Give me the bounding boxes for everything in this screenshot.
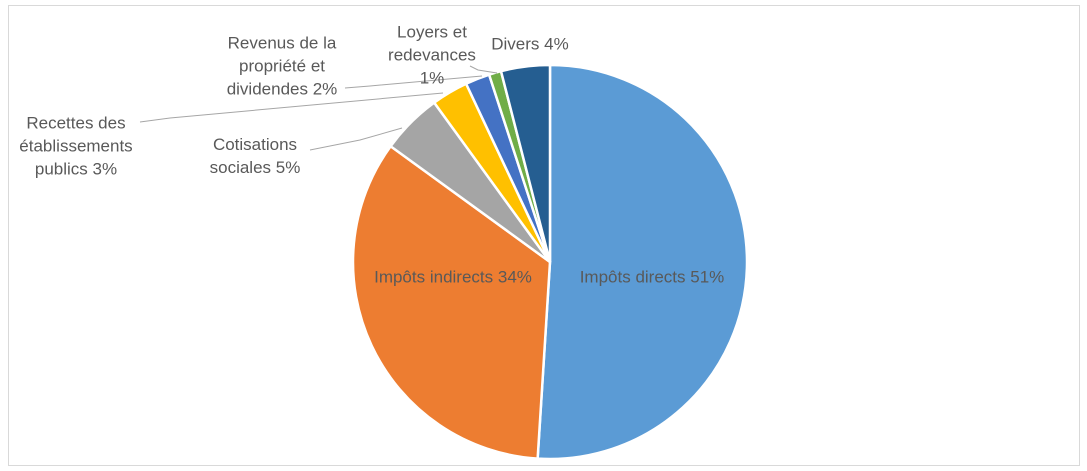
value-label: 34% xyxy=(497,267,532,287)
leader-line xyxy=(344,75,483,89)
category-name: Divers xyxy=(491,34,540,54)
category-name: Impôts directs xyxy=(579,267,686,287)
pie-slice xyxy=(536,63,749,461)
data-label: Divers 4% xyxy=(491,33,568,56)
category-name: Revenus de la propriété et dividendes xyxy=(226,33,337,99)
value-label: 3% xyxy=(92,159,118,179)
category-name: Cotisations sociales xyxy=(209,135,298,177)
leader-line xyxy=(469,65,498,74)
value-label: 51% xyxy=(690,267,725,287)
pie-slice xyxy=(499,63,552,263)
category-name: Impôts indirects xyxy=(374,267,494,287)
data-label: Revenus de la propriété et dividendes 2% xyxy=(212,32,352,101)
data-label: Impôts directs 51% xyxy=(580,266,725,289)
value-label: 1% xyxy=(419,68,445,88)
value-label: 5% xyxy=(275,158,301,177)
data-label: Cotisations sociales 5% xyxy=(198,133,313,179)
value-label: 4% xyxy=(544,34,569,54)
pie-slice xyxy=(351,144,552,460)
category-name: Loyers et redevances xyxy=(388,22,476,65)
data-label: Recettes des établissements publics 3% xyxy=(4,112,149,181)
category-name: Recettes des établissements publics xyxy=(19,113,133,179)
value-label: 2% xyxy=(312,79,338,99)
data-label: Loyers et redevances 1% xyxy=(377,21,487,90)
leader-line xyxy=(309,127,403,151)
data-label: Impôts indirects 34% xyxy=(374,266,532,289)
leader-line xyxy=(139,92,444,123)
